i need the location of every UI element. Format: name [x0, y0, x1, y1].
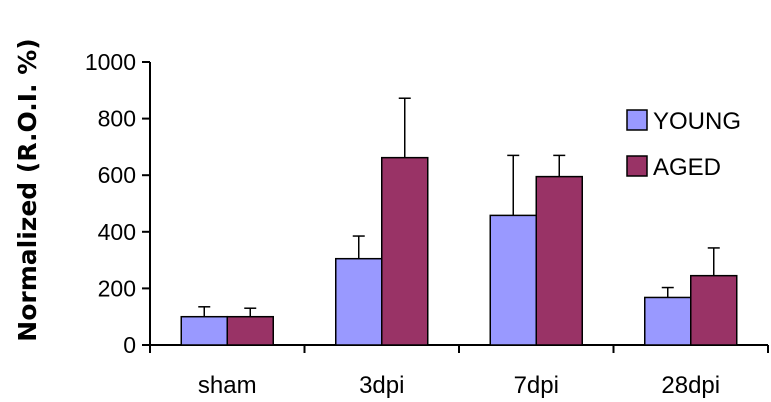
y-tick-label: 800 [98, 106, 136, 132]
y-tick-label: 600 [98, 162, 136, 188]
bar-aged [381, 156, 429, 346]
x-axis: sham 3dpi 7dpi 28dpi [149, 344, 769, 399]
x-tick-label: 7dpi [514, 372, 559, 399]
bar-aged [226, 315, 274, 346]
bar-young [489, 214, 537, 346]
x-tick-label: 3dpi [359, 372, 404, 399]
bar-young [180, 315, 228, 346]
x-tick-label: 28dpi [661, 372, 720, 399]
bar-young [644, 296, 692, 346]
legend-label-aged: AGED [653, 154, 721, 181]
bar-aged [690, 274, 738, 346]
legend-label-young: YOUNG [653, 108, 741, 135]
legend-swatch-aged [626, 155, 648, 177]
bars [180, 156, 738, 346]
legend: YOUNG AGED [626, 108, 741, 181]
y-tick-label: 0 [123, 332, 136, 358]
bar-young [335, 257, 383, 346]
y-tick-label: 1000 [85, 49, 136, 75]
y-tick-label: 400 [98, 219, 136, 245]
y-tick-label: 200 [98, 275, 136, 301]
x-tick-label: sham [198, 372, 257, 399]
legend-swatch-young [626, 109, 648, 131]
y-axis: 0 200 400 600 800 1000 [85, 49, 151, 358]
y-axis-label: Normalized (R.O.I. %) [13, 38, 42, 341]
error-bars [198, 97, 720, 317]
bar-aged [535, 175, 583, 346]
